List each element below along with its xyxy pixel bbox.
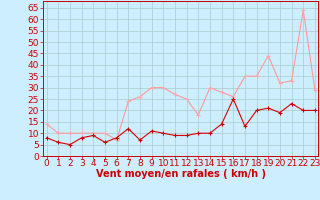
X-axis label: Vent moyen/en rafales ( km/h ): Vent moyen/en rafales ( km/h ) xyxy=(96,169,266,179)
